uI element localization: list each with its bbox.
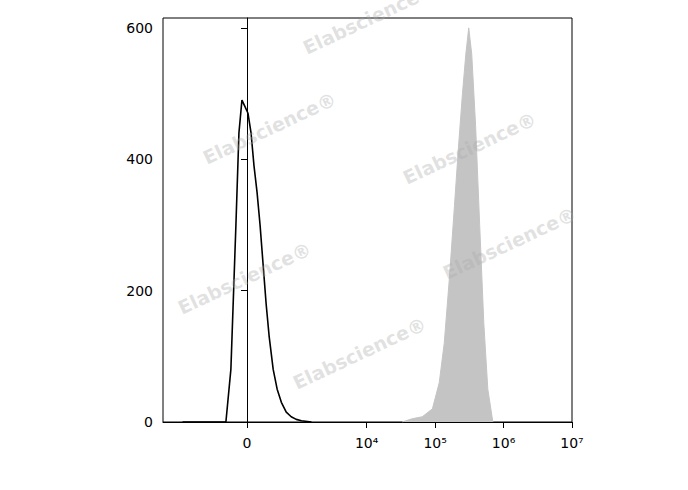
svg-text:Elabscience®: Elabscience® (439, 203, 579, 284)
svg-text:Elabscience®: Elabscience® (299, 0, 439, 59)
svg-text:Elabscience®: Elabscience® (399, 108, 539, 189)
svg-text:Elabscience®: Elabscience® (199, 88, 339, 169)
svg-text:10⁶: 10⁶ (492, 435, 516, 451)
svg-text:Elabscience®: Elabscience® (174, 238, 314, 319)
svg-text:0: 0 (144, 414, 153, 430)
svg-text:10⁴: 10⁴ (355, 435, 379, 451)
svg-text:0: 0 (243, 435, 252, 451)
svg-text:600: 600 (126, 20, 153, 36)
svg-text:200: 200 (126, 283, 153, 299)
svg-text:10⁵: 10⁵ (423, 435, 446, 451)
svg-text:Elabscience®: Elabscience® (289, 313, 429, 394)
svg-text:400: 400 (126, 151, 153, 167)
svg-text:10⁷: 10⁷ (560, 435, 583, 451)
